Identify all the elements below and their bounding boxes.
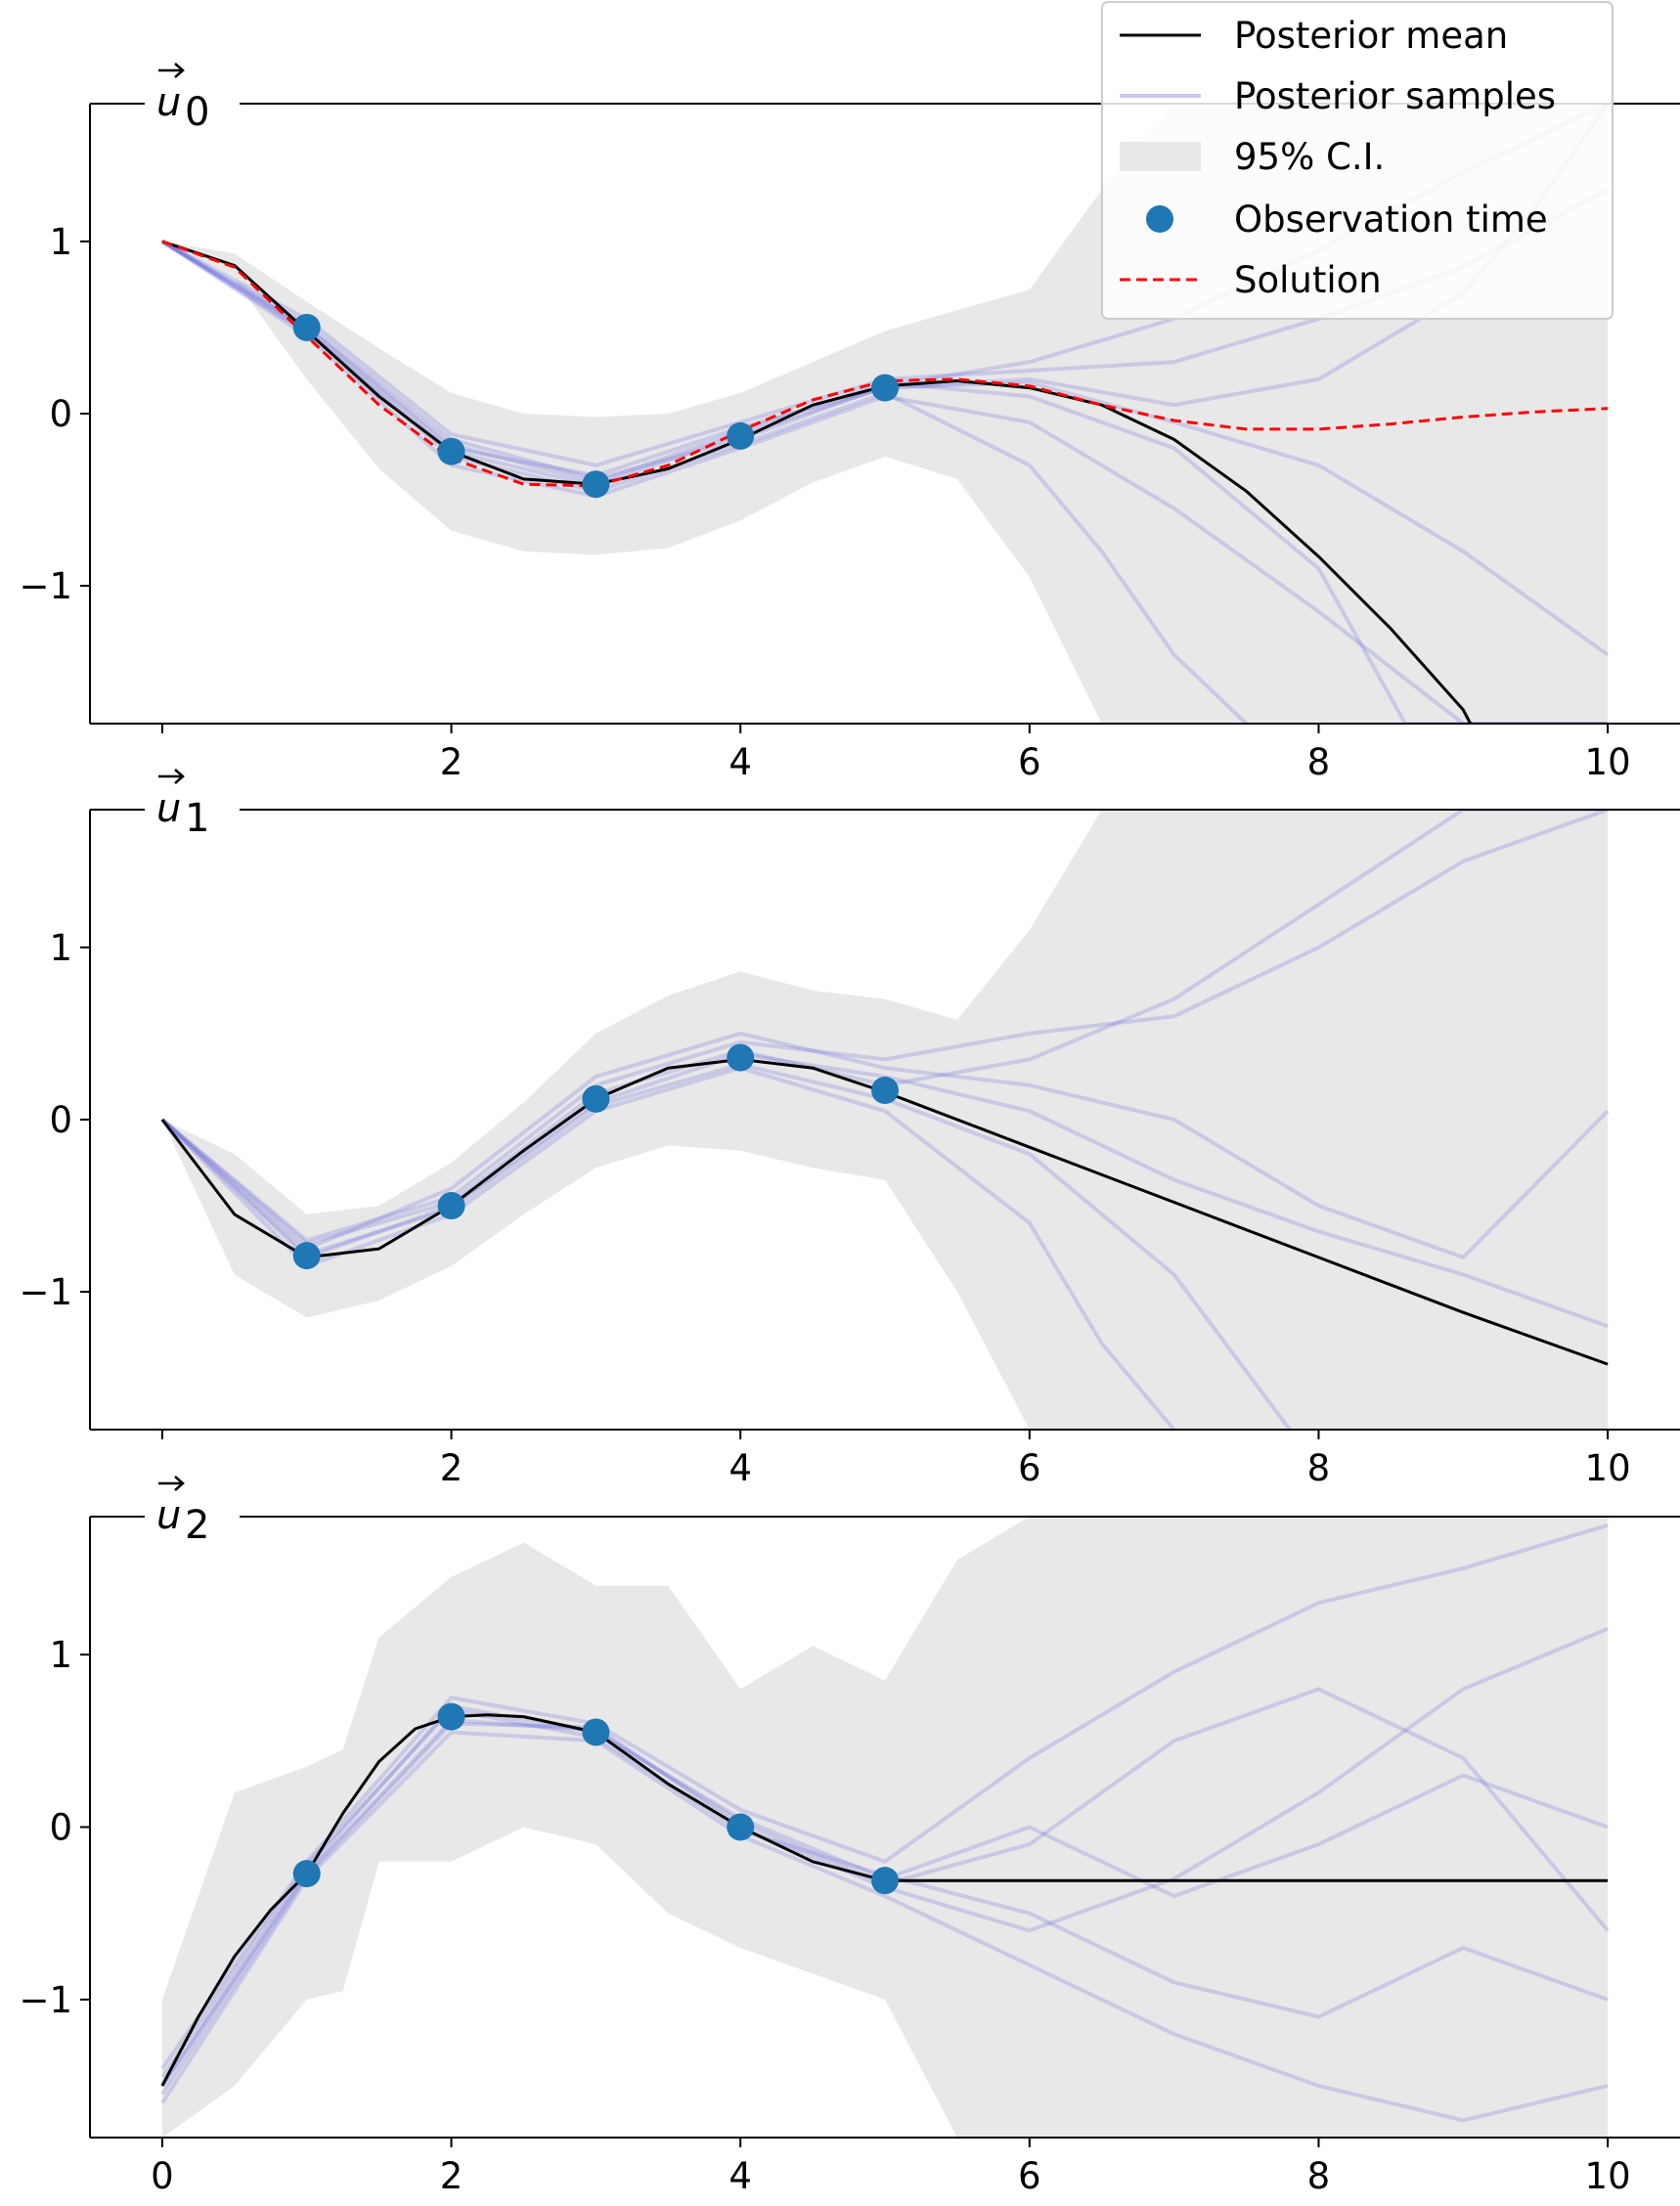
posterior-sample-line bbox=[160, 240, 1609, 724]
posterior-sample-line bbox=[160, 810, 1609, 1243]
x-tick-label: 10 bbox=[1585, 1447, 1631, 1489]
plot-area bbox=[160, 1517, 1610, 2138]
posterior-mean-line bbox=[161, 240, 1473, 724]
vector-arrow-icon bbox=[158, 1476, 185, 1491]
posterior-sample-line bbox=[160, 1031, 1610, 1259]
posterior-sample-line bbox=[160, 240, 1248, 724]
x-tick-label: 8 bbox=[1307, 741, 1331, 783]
posterior-sample-line bbox=[160, 1052, 1609, 1329]
observation-point bbox=[727, 421, 755, 450]
x-tick-label: 8 bbox=[1307, 1447, 1331, 1489]
x-tick-label: 2 bbox=[440, 741, 464, 783]
observation-point bbox=[437, 1702, 465, 1731]
y-tick-label: −1 bbox=[19, 1271, 72, 1313]
y-tick-label: 0 bbox=[49, 1807, 72, 1849]
legend-label: Solution bbox=[1234, 259, 1382, 301]
x-tick-label: 10 bbox=[1585, 741, 1631, 783]
observation-point bbox=[582, 1084, 610, 1113]
ci-band bbox=[161, 1517, 1609, 2138]
ci-band bbox=[161, 810, 1609, 1430]
y-tick-label: 1 bbox=[49, 221, 72, 263]
y-tick-label: 1 bbox=[49, 1634, 72, 1676]
y-tick-label: 0 bbox=[49, 393, 72, 435]
y-tick-label: −1 bbox=[19, 565, 72, 607]
x-tick-label: 8 bbox=[1307, 2155, 1331, 2197]
legend: Posterior mean Posterior samples 95% C.I. O… bbox=[1101, 1, 1614, 320]
observation-point bbox=[292, 1242, 321, 1270]
panel-title-subscript: 2 bbox=[185, 1503, 209, 1548]
observation-point bbox=[582, 470, 610, 499]
panel-title-base: u bbox=[156, 80, 181, 125]
observation-point bbox=[582, 1718, 610, 1746]
observation-point bbox=[292, 313, 321, 341]
legend-ci-swatch bbox=[1120, 142, 1201, 171]
x-tick-label: 2 bbox=[440, 1447, 464, 1489]
legend-label: Observation time bbox=[1234, 199, 1548, 241]
observation-point bbox=[437, 437, 465, 465]
observation-point bbox=[727, 1043, 755, 1072]
x-tick-label: 4 bbox=[729, 1447, 752, 1489]
vector-arrow-icon bbox=[158, 769, 185, 784]
legend-box bbox=[1101, 1, 1614, 320]
observation-point bbox=[871, 374, 899, 402]
x-tick-label: 4 bbox=[729, 741, 752, 783]
posterior-mean-line bbox=[160, 1713, 1609, 2087]
x-tick-label: 4 bbox=[729, 2155, 752, 2197]
x-tick-label: 10 bbox=[1585, 2155, 1631, 2197]
x-tick-label: 6 bbox=[1018, 741, 1041, 783]
panel-title-base: u bbox=[156, 786, 181, 831]
posterior-sample-line bbox=[160, 1522, 1609, 2070]
y-tick-label: 0 bbox=[49, 1099, 72, 1141]
y-tick-label: −1 bbox=[19, 1979, 72, 2021]
observation-point bbox=[871, 1867, 899, 1895]
legend-label: Posterior mean bbox=[1234, 15, 1508, 57]
observation-point bbox=[437, 1192, 465, 1220]
observation-point bbox=[727, 1813, 755, 1841]
x-tick-label: 0 bbox=[151, 2155, 174, 2197]
panel-title-subscript: 1 bbox=[185, 796, 209, 841]
observation-point bbox=[292, 1860, 321, 1888]
panel-title-subscript: 0 bbox=[185, 90, 209, 135]
legend-observation-swatch bbox=[1146, 205, 1173, 233]
legend-label: Posterior samples bbox=[1234, 75, 1556, 117]
observation-point bbox=[871, 1077, 899, 1105]
vector-arrow-icon bbox=[158, 63, 185, 78]
posterior-sample-line bbox=[160, 1730, 1609, 2123]
plot-area bbox=[160, 810, 1610, 1430]
legend-label: 95% C.I. bbox=[1234, 136, 1385, 178]
panel-title-base: u bbox=[156, 1493, 181, 1538]
x-tick-label: 2 bbox=[440, 2155, 464, 2197]
x-tick-label: 6 bbox=[1018, 1447, 1041, 1489]
posterior-mean-line bbox=[160, 1057, 1609, 1366]
y-tick-label: 1 bbox=[49, 927, 72, 969]
x-tick-label: 6 bbox=[1018, 2155, 1041, 2197]
